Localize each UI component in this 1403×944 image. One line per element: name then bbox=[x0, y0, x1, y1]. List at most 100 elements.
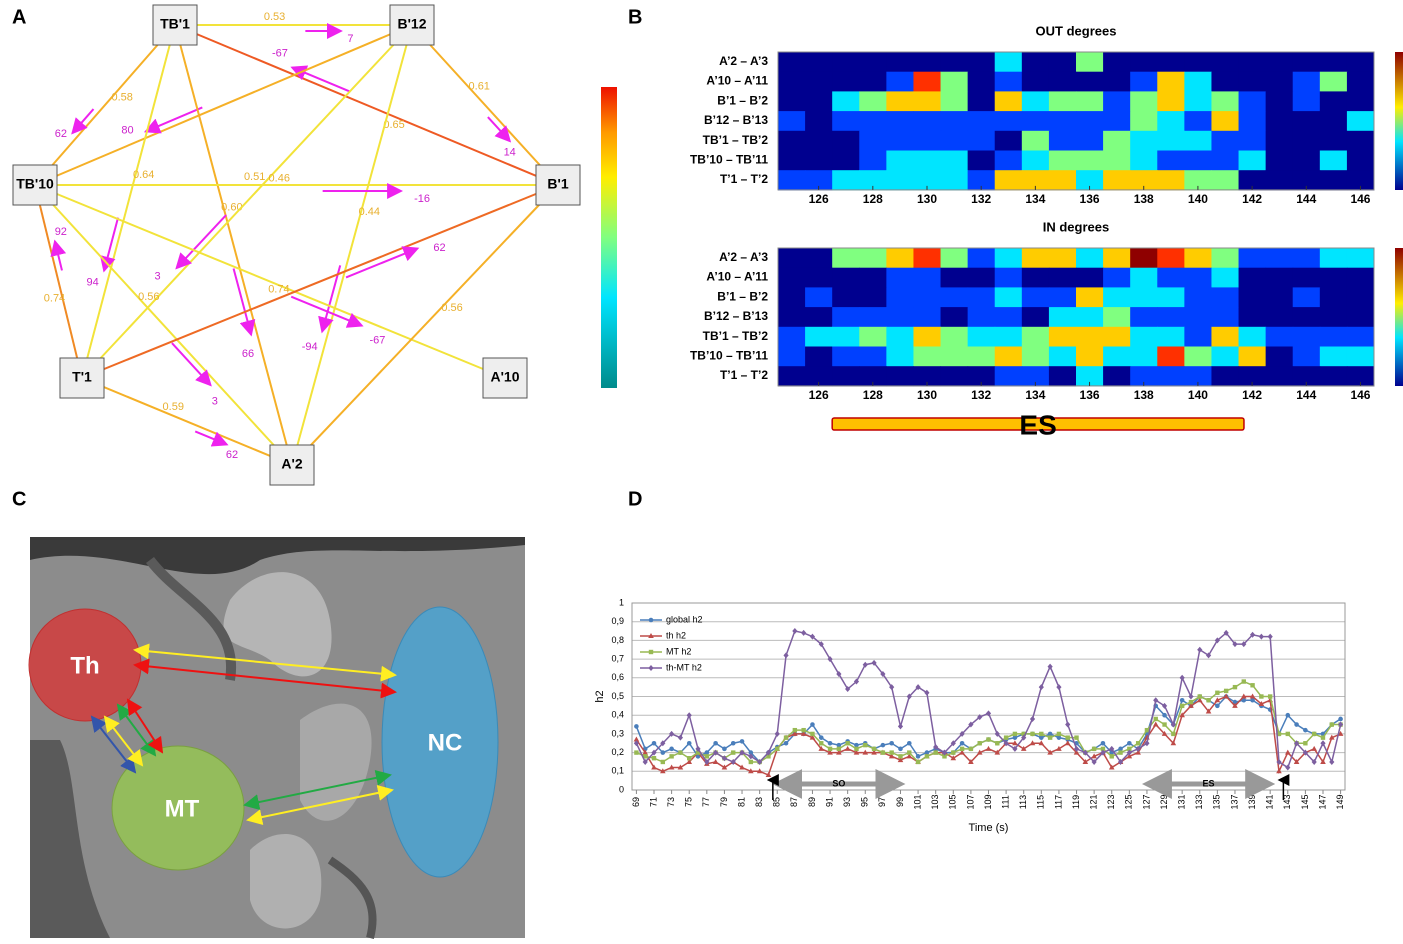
x-tick-label: 109 bbox=[983, 794, 993, 809]
heat-cell bbox=[1184, 326, 1212, 347]
heat-cell bbox=[913, 366, 942, 387]
point bbox=[845, 686, 851, 693]
point bbox=[633, 736, 640, 742]
heat-cell bbox=[1346, 130, 1375, 151]
heat-cell bbox=[967, 307, 996, 328]
heat-cell bbox=[1130, 170, 1158, 191]
node-box bbox=[482, 357, 528, 399]
point bbox=[669, 754, 674, 759]
heat-cell bbox=[994, 130, 1023, 151]
point bbox=[756, 768, 763, 774]
node-box bbox=[389, 4, 435, 46]
node-label: T'1 bbox=[72, 369, 92, 385]
x-tick-label: 128 bbox=[863, 388, 883, 402]
point bbox=[950, 755, 957, 761]
heat-cell bbox=[1319, 91, 1348, 112]
heat-cell bbox=[1238, 111, 1267, 132]
point bbox=[853, 678, 860, 685]
heat-cell bbox=[1076, 91, 1104, 112]
heat-cell bbox=[940, 91, 969, 112]
heat-cell bbox=[1157, 52, 1185, 73]
heat-cell bbox=[1048, 287, 1077, 308]
point bbox=[668, 764, 675, 770]
es-bar bbox=[831, 417, 1245, 431]
heat-cell bbox=[1238, 52, 1267, 73]
heat-cell bbox=[967, 326, 996, 347]
point bbox=[836, 671, 842, 678]
heat-cell bbox=[886, 52, 914, 73]
point bbox=[1152, 721, 1159, 727]
flow-label: 62 bbox=[433, 242, 445, 254]
point bbox=[765, 772, 772, 778]
heat-cell bbox=[1130, 71, 1158, 92]
heat-cell bbox=[1346, 150, 1375, 171]
heat-cell bbox=[1103, 170, 1131, 191]
heat-cell bbox=[1346, 111, 1375, 132]
heat-cell bbox=[832, 346, 860, 367]
panel-label: D bbox=[628, 488, 642, 510]
point bbox=[713, 749, 719, 756]
x-tick-label: 115 bbox=[1036, 795, 1046, 809]
x-tick-label: 144 bbox=[1296, 388, 1316, 402]
heat-cell bbox=[859, 248, 887, 269]
heat-cell bbox=[859, 326, 887, 347]
edge bbox=[34, 184, 293, 466]
heat-cell bbox=[859, 52, 887, 73]
x-tick-label: 142 bbox=[1242, 192, 1262, 206]
y-tick-label: 0,8 bbox=[611, 635, 624, 645]
row-label: TB’10 – TB’11 bbox=[690, 349, 768, 363]
x-tick-label: 129 bbox=[1159, 794, 1169, 809]
heat-cell bbox=[1103, 91, 1131, 112]
point bbox=[739, 749, 745, 756]
point bbox=[739, 739, 745, 744]
node-label: TB'1 bbox=[160, 16, 190, 32]
point bbox=[1056, 684, 1062, 691]
heat-cell bbox=[886, 287, 914, 308]
heat-cell bbox=[940, 150, 969, 171]
point bbox=[801, 727, 806, 733]
x-tick-label: 144 bbox=[1296, 192, 1316, 206]
point bbox=[1249, 693, 1256, 699]
heat-cell bbox=[1265, 267, 1294, 288]
x-tick-label: 136 bbox=[1080, 192, 1100, 206]
heat-cell bbox=[1184, 170, 1212, 191]
heat-cell bbox=[886, 150, 914, 171]
point bbox=[941, 749, 948, 756]
heat-cell bbox=[1319, 346, 1348, 367]
heat-cell bbox=[1346, 267, 1375, 288]
heat-cell bbox=[832, 71, 860, 92]
y-tick-label: 0,5 bbox=[611, 691, 624, 701]
heat-cell bbox=[859, 130, 887, 151]
point bbox=[1320, 758, 1326, 764]
heat-cell bbox=[1184, 307, 1212, 328]
heat-cell bbox=[1048, 130, 1077, 151]
heat-cell bbox=[1076, 248, 1104, 269]
heat-cell bbox=[994, 307, 1023, 328]
point bbox=[660, 740, 666, 747]
x-tick-label: 134 bbox=[1025, 388, 1045, 402]
point bbox=[915, 684, 921, 691]
point bbox=[1127, 740, 1132, 746]
node-box bbox=[535, 164, 581, 206]
heat-cell bbox=[1130, 150, 1158, 171]
x-axis-label: Time (s) bbox=[969, 822, 1009, 834]
heat-cell bbox=[805, 71, 833, 92]
heat-cell bbox=[1292, 91, 1321, 112]
heat-cell bbox=[967, 287, 996, 308]
y-tick-label: 0,1 bbox=[611, 766, 624, 776]
point bbox=[1021, 731, 1026, 737]
x-tick-label: 132 bbox=[971, 388, 991, 402]
point bbox=[1003, 735, 1009, 740]
x-tick-label: 128 bbox=[863, 192, 883, 206]
heat-cell bbox=[1211, 248, 1240, 269]
point bbox=[1188, 699, 1194, 705]
heat-cell bbox=[1048, 326, 1077, 347]
point bbox=[1285, 764, 1291, 771]
heat-cell bbox=[886, 71, 914, 92]
point bbox=[1118, 750, 1123, 755]
heat-cell bbox=[778, 170, 806, 191]
heat-cell bbox=[1130, 326, 1158, 347]
legend-label: MT h2 bbox=[666, 646, 691, 656]
heat-cell bbox=[778, 248, 806, 269]
point bbox=[648, 617, 654, 623]
